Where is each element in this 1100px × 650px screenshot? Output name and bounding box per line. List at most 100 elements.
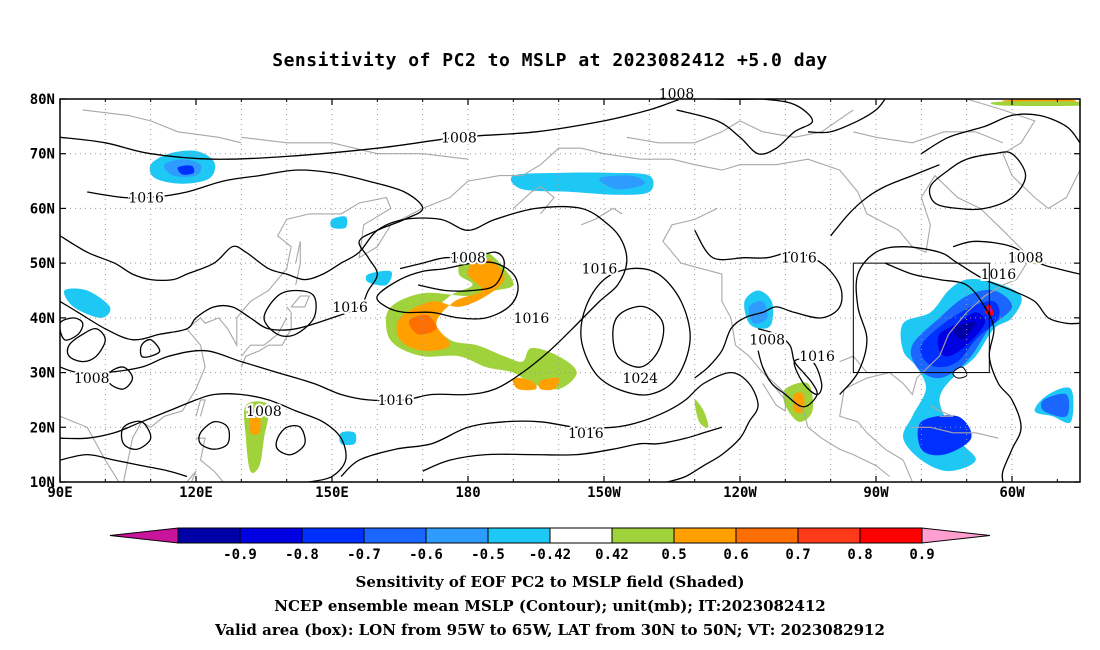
mslp-contour: [376, 261, 519, 320]
lat-tick-label: 70N: [30, 147, 55, 163]
colorbar-low-arrow: [109, 527, 179, 544]
colorbar-swatch: [859, 527, 923, 544]
lat-tick-label: 10N: [30, 475, 55, 491]
coastline: [898, 99, 1080, 210]
coastline: [240, 306, 292, 368]
mslp-contour: [580, 267, 691, 396]
contour-label: 1024: [622, 371, 658, 387]
contour-label: 1008: [74, 371, 110, 387]
colorbar-label: -0.8: [285, 547, 319, 563]
mslp-contour: [952, 240, 1080, 275]
colorbar-high-arrow: [921, 527, 991, 544]
contour-label: 1008: [749, 333, 785, 349]
sensitivity-blob: [990, 101, 1080, 107]
graticule: [60, 99, 1080, 482]
lat-tick-label: 50N: [30, 256, 55, 272]
lon-tick-label: 120W: [723, 485, 757, 501]
mslp-contour: [612, 305, 665, 368]
colorbar-label: -0.7: [347, 547, 381, 563]
lat-tick-label: 30N: [30, 366, 55, 382]
shaded-sensitivity-layer: [63, 99, 1080, 473]
contour-label: 1016: [799, 349, 835, 365]
sensitivity-blob: [365, 270, 393, 286]
colorbar-label: 0.5: [661, 547, 686, 563]
colorbar-swatch: [239, 527, 303, 544]
contour-label: 1008: [450, 251, 486, 267]
page-title: Sensitivity of PC2 to MSLP at 2023082412…: [272, 50, 828, 71]
sensitivity-blob: [694, 399, 709, 428]
coastline: [295, 241, 301, 286]
colorbar-label: -0.9: [223, 547, 257, 563]
mslp-contour: [107, 366, 134, 390]
mslp-contour: [120, 420, 152, 451]
lat-tick-label: 80N: [30, 92, 55, 108]
lat-tick-label: 20N: [30, 420, 55, 436]
coastline: [739, 109, 854, 138]
colorbar-label: -0.42: [529, 547, 571, 563]
mslp-contour: [60, 206, 628, 402]
sensitivity-blob: [512, 377, 537, 391]
colorbar-label: -0.6: [409, 547, 443, 563]
colorbar-label: 0.6: [723, 547, 748, 563]
mslp-contour: [694, 229, 843, 379]
mslp-contour: [830, 164, 940, 237]
sensitivity-blob: [249, 414, 261, 435]
coastline: [122, 147, 1031, 482]
colorbar-swatch: [301, 527, 365, 544]
mslp-contour: [60, 169, 424, 341]
contour-label: 1016: [568, 426, 604, 442]
coastline: [512, 185, 555, 215]
contour-label: 1016: [981, 267, 1017, 283]
axis-ticks: 90E 120E 150E 180 150W 120W 90W 60W 80N 70N 60N 50N…: [30, 92, 1080, 501]
sensitivity-blob: [748, 300, 768, 324]
mslp-contour: [60, 453, 188, 478]
sensitivity-blob: [177, 165, 195, 175]
colorbar-swatch: [549, 527, 613, 544]
coastline: [240, 317, 288, 357]
coastline: [662, 207, 890, 477]
coastline: [186, 470, 197, 482]
lon-tick-label: 90E: [47, 485, 72, 501]
contour-label: 1016: [332, 300, 368, 316]
coastline: [912, 426, 999, 439]
lon-tick-label: 180: [455, 485, 480, 501]
colorbar-swatch: [611, 527, 675, 544]
mslp-contour: [66, 328, 106, 363]
coastline: [82, 109, 242, 144]
footer-line-1: Sensitivity of EOF PC2 to MSLP field (Sh…: [355, 573, 745, 591]
mslp-contour: [422, 426, 723, 472]
footer-line-2: NCEP ensemble mean MSLP (Contour); unit(…: [274, 597, 826, 615]
colorbar-swatch: [177, 527, 241, 544]
contour-label: 1016: [128, 190, 164, 206]
sensitivity-blob: [953, 321, 976, 340]
sensitivity-blob: [917, 415, 972, 456]
mslp-contour: [275, 424, 306, 456]
mslp-contour: [920, 113, 1080, 155]
lon-tick-label: 150W: [587, 485, 621, 501]
coastlines: [60, 99, 1080, 482]
valid-area-box: [852, 262, 990, 374]
lon-tick-label: 150E: [315, 485, 349, 501]
colorbar-swatch: [363, 527, 427, 544]
sensitivity-blob: [793, 392, 805, 413]
sensitivity-blob: [538, 377, 560, 391]
mslp-contour: [263, 289, 317, 337]
colorbar-label: 0.7: [785, 547, 810, 563]
coastline: [839, 355, 886, 374]
mslp-contour: [139, 338, 161, 358]
contour-label: 1008: [1008, 251, 1044, 267]
sensitivity-blob: [385, 251, 577, 390]
sensitivity-blob: [63, 288, 111, 318]
colorbar-label: 0.42: [595, 547, 629, 563]
mslp-contour: [399, 251, 505, 292]
sensitivity-blob: [339, 431, 357, 446]
coastline: [626, 120, 741, 144]
mslp-contour: [793, 358, 823, 396]
colorbar: -0.9 -0.8 -0.7 -0.6 -0.5 -0.42 0.42 0.5 0.6 0.7 0.…: [109, 527, 991, 563]
colorbar-swatch: [735, 527, 799, 544]
coastline: [60, 415, 120, 482]
footer-line-3: Valid area (box): LON from 95W to 65W, L…: [215, 621, 885, 639]
coastline: [581, 207, 623, 226]
mslp-contour: [198, 420, 231, 450]
